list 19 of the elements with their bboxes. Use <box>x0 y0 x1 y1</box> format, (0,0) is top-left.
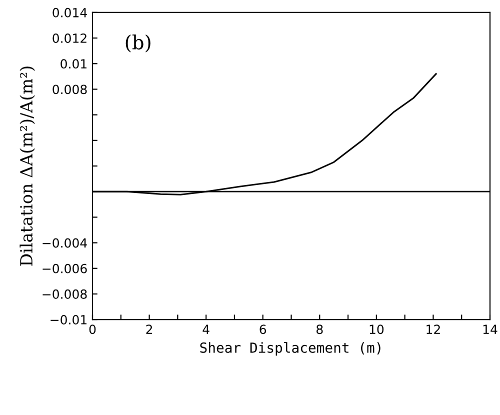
x-tick-label: 12 <box>426 324 440 334</box>
y-tick-label: −0.008 <box>42 289 87 299</box>
x-tick-label: 6 <box>260 324 266 334</box>
y-axis-title: Dilatation ΔA(m²)/A(m²) <box>20 66 35 266</box>
x-tick-label: 14 <box>483 324 498 334</box>
x-tick-label: 8 <box>316 324 323 334</box>
x-axis-title: Shear Displacement (m) <box>200 342 380 356</box>
annotation: (b) <box>126 34 150 52</box>
x-tick-label: 2 <box>146 324 152 334</box>
y-tick-label: −0.004 <box>42 238 87 248</box>
x-tick-label: 0 <box>89 324 96 334</box>
x-tick-label: 4 <box>202 324 210 334</box>
y-tick-label: −0.006 <box>42 264 87 274</box>
x-tick-label: 10 <box>370 324 384 334</box>
y-tick-label: 0.012 <box>52 34 86 43</box>
y-tick-label: 0.008 <box>52 84 87 94</box>
y-tick-label: −0.01 <box>50 315 86 324</box>
y-tick-label: 0.014 <box>52 8 87 18</box>
y-tick-label: 0.01 <box>60 59 86 69</box>
